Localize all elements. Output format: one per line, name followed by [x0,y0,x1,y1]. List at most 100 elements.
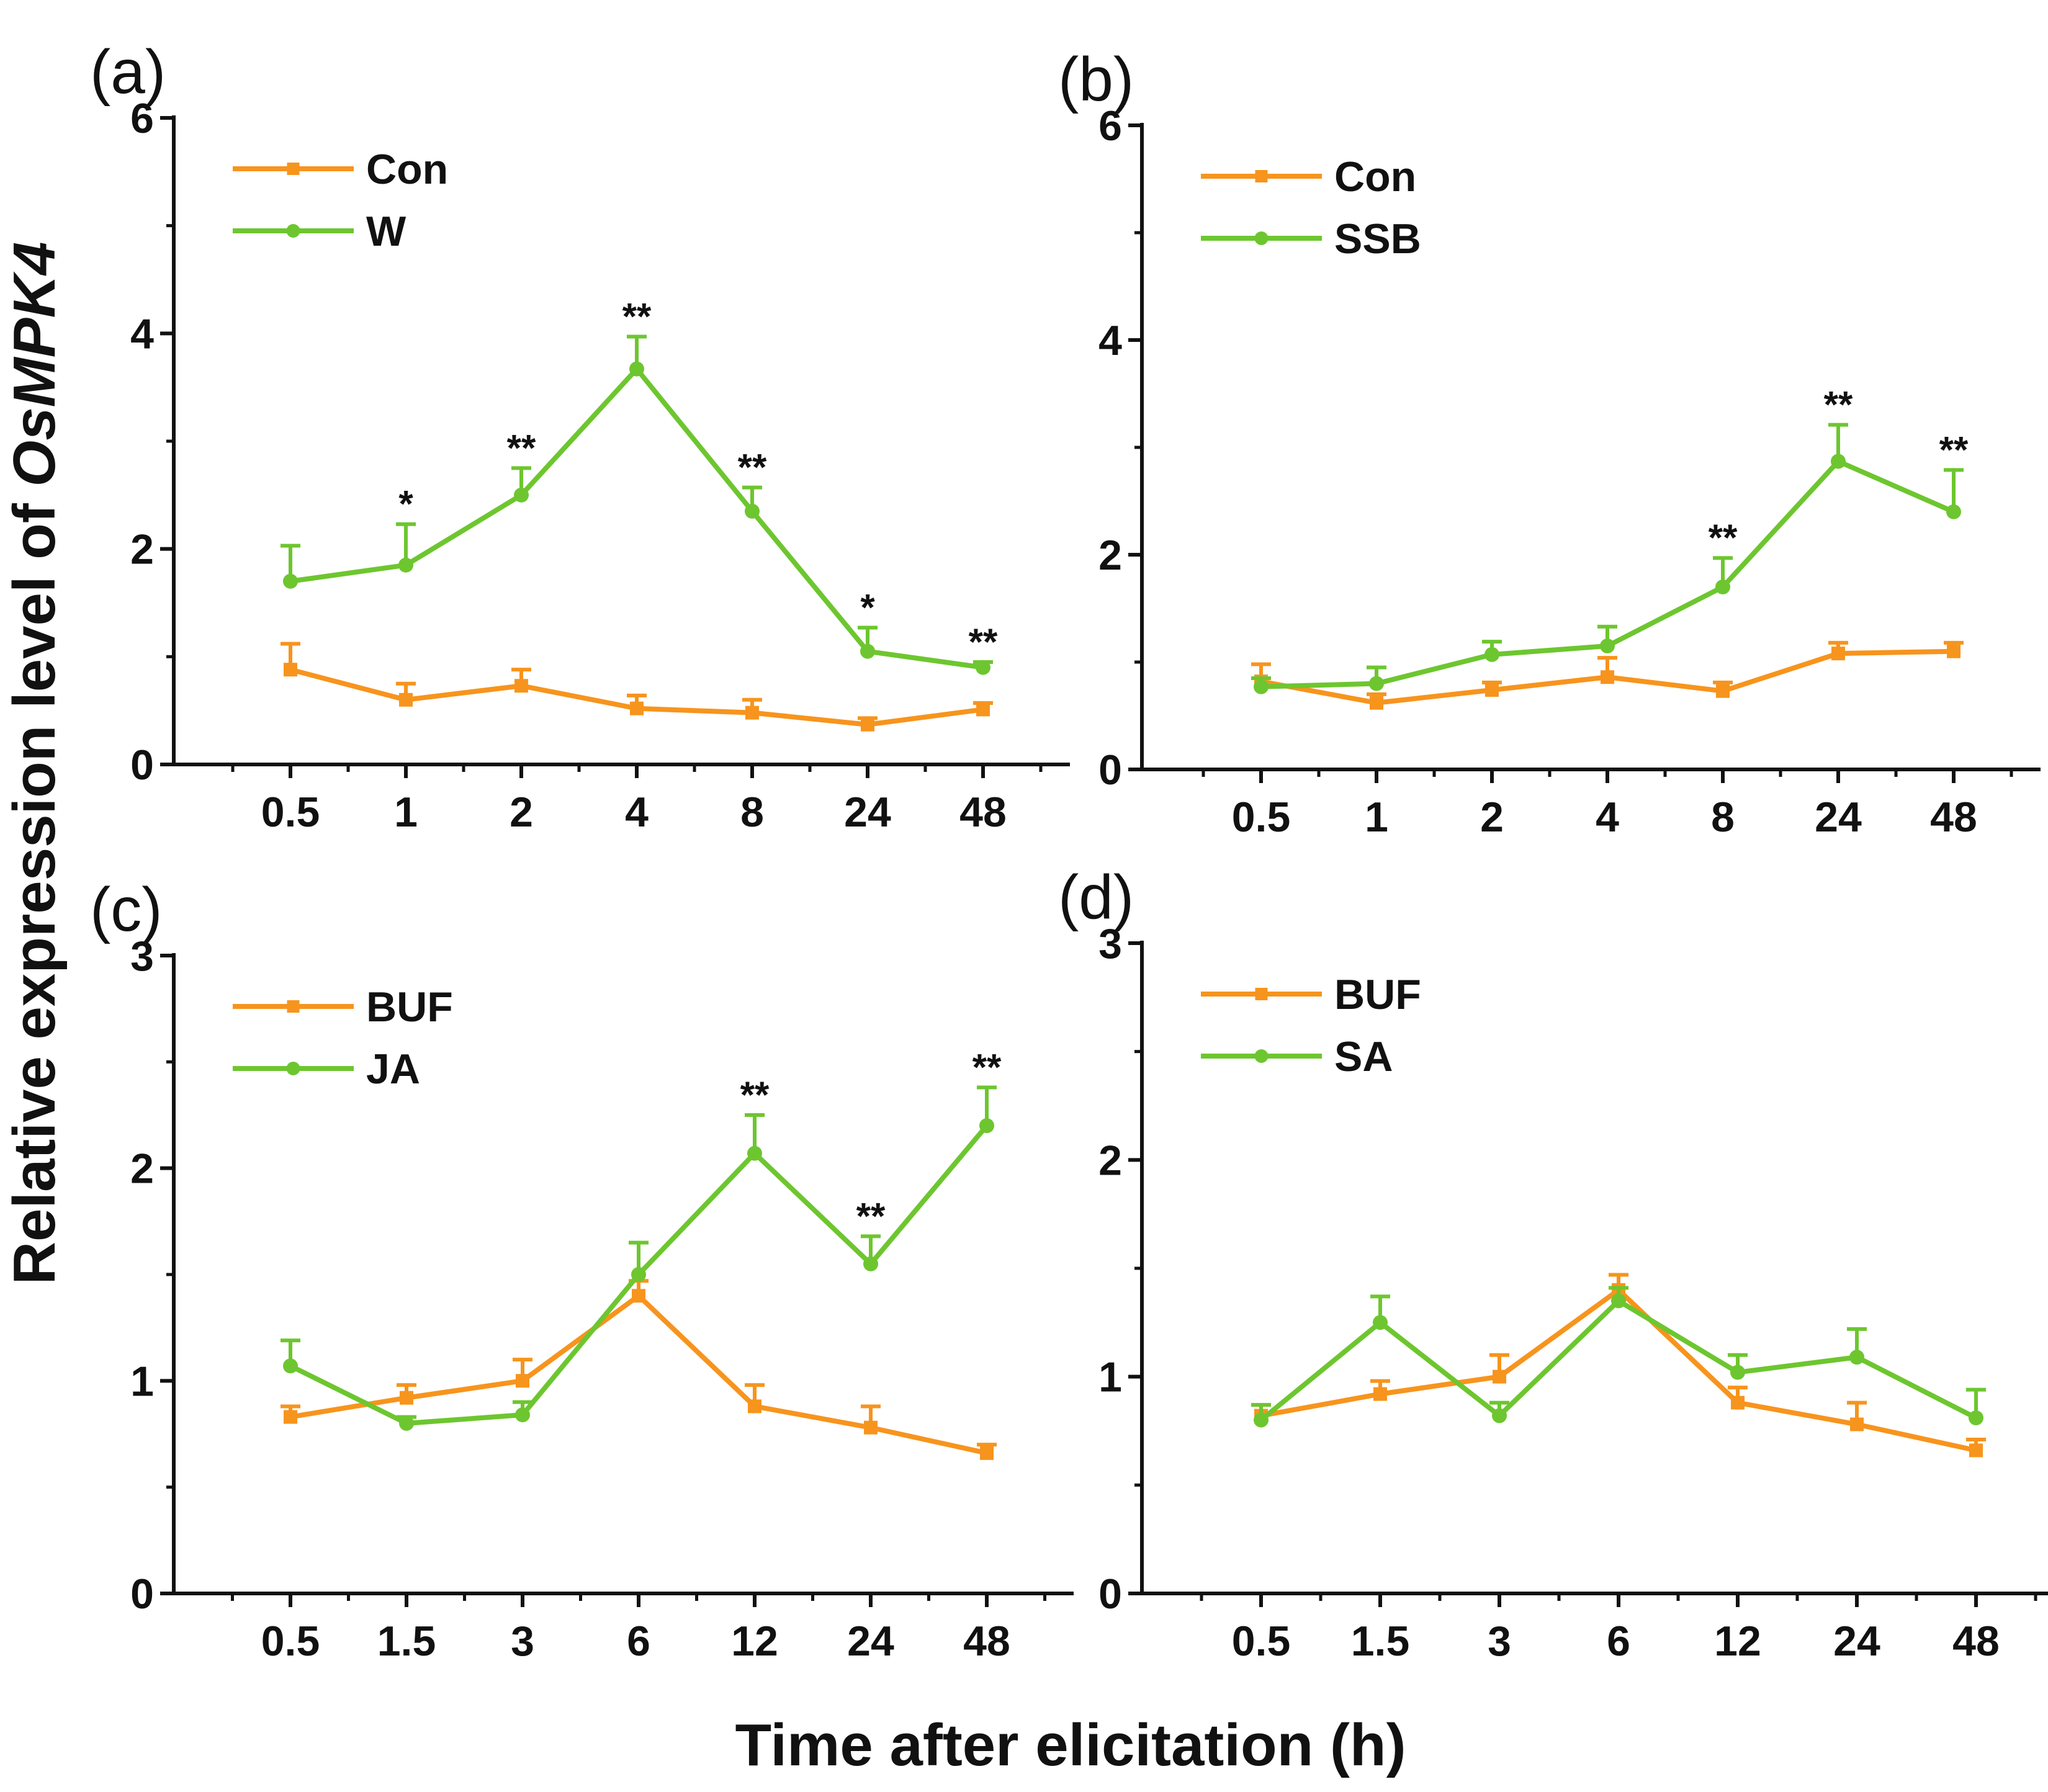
data-point [1831,647,1845,661]
series-con [281,642,993,732]
data-point [1373,1315,1388,1330]
data-point [283,573,298,589]
panel-label: (a) [90,37,166,107]
data-point [1731,1396,1745,1410]
legend-marker [1255,170,1268,182]
data-point [398,557,413,573]
data-point [976,702,990,717]
data-point [1601,670,1614,684]
significance-mark: * [398,483,413,525]
data-point [1969,1443,1983,1458]
x-tick-label: 12 [731,1618,778,1665]
significance-mark: ** [856,1195,886,1237]
data-point [861,717,874,732]
data-point [284,1410,297,1424]
x-tick-label: 2 [1480,794,1504,841]
data-point [1369,676,1384,691]
legend-label: Con [366,146,448,193]
legend-label: SA [1334,1033,1393,1080]
x-tick-label: 0.5 [261,789,320,836]
x-tick-label: 48 [963,1618,1010,1665]
data-point [1850,1417,1864,1431]
data-point [632,1289,645,1303]
data-point [515,1407,530,1423]
data-point [1715,579,1730,594]
data-point [747,1145,762,1161]
series-con [1251,640,1964,710]
y-tick-label: 3 [130,933,154,980]
legend: Con SSB [1201,153,1421,262]
data-point [400,1391,413,1405]
panel-label: (d) [1058,862,1134,932]
data-point [1484,647,1499,662]
x-tick-label: 6 [1607,1618,1630,1665]
x-tick-label: 48 [1952,1618,2000,1665]
series-line [1259,1298,1977,1422]
legend-label: W [366,208,406,255]
y-tick-label: 3 [1098,920,1122,967]
legend-marker [1254,1049,1269,1063]
data-point [284,663,297,677]
significance-mark: ** [969,621,998,663]
x-tick-label: 1 [1365,794,1388,841]
x-tick-label: 48 [1930,794,1977,841]
data-point [514,487,529,503]
series-w [281,334,993,675]
data-point [860,643,875,659]
legend-label: JA [366,1046,420,1093]
significance-mark: ** [1709,517,1738,558]
data-point [1600,638,1615,654]
x-tick-label: 6 [627,1618,650,1665]
data-point [976,660,990,675]
y-tick-label: 0 [130,1570,154,1618]
data-point [514,679,528,693]
x-tick-label: 4 [625,789,649,836]
series-buf [281,1279,997,1460]
data-point [631,1267,646,1282]
x-tick-label: 8 [740,789,764,836]
x-tick-label: 24 [847,1618,894,1665]
data-point [1849,1350,1864,1365]
data-point [745,706,759,720]
legend-marker [1254,231,1269,245]
x-tick-label: 1 [394,789,418,836]
x-tick-label: 2 [510,789,533,836]
x-tick-label: 8 [1711,794,1735,841]
data-point [1370,696,1383,710]
legend-marker [286,1062,300,1075]
x-tick-label: 48 [959,789,1007,836]
x-tick-label: 3 [511,1618,534,1665]
x-tick-label: 0.5 [1232,1618,1291,1665]
y-tick-label: 0 [1098,1570,1122,1618]
legend-marker [287,1000,300,1013]
data-point [748,1399,761,1413]
legend-marker [287,163,300,175]
data-point [399,1415,414,1431]
y-tick-label: 1 [1098,1354,1122,1401]
legend-label: BUF [366,983,453,1031]
data-point [1373,1387,1387,1401]
data-point [1492,1408,1507,1423]
panel-label: (b) [1058,45,1134,114]
data-point [1946,504,1961,519]
data-point [1716,684,1730,698]
y-tick-label: 6 [1098,102,1122,150]
y-tick-label: 2 [130,526,154,573]
data-point [1254,679,1269,694]
significance-mark: ** [972,1046,1002,1088]
data-point [1969,1410,1983,1426]
y-tick-label: 0 [1098,746,1122,794]
data-point [516,1374,529,1388]
data-point [864,1420,878,1435]
x-tick-label: 24 [844,789,891,836]
x-tick-label: 0.5 [1232,794,1291,841]
y-tick-label: 2 [1098,1137,1122,1184]
significance-mark: * [860,586,875,628]
data-point [1493,1369,1506,1384]
data-point [1485,683,1499,697]
legend-label: Con [1334,153,1416,200]
